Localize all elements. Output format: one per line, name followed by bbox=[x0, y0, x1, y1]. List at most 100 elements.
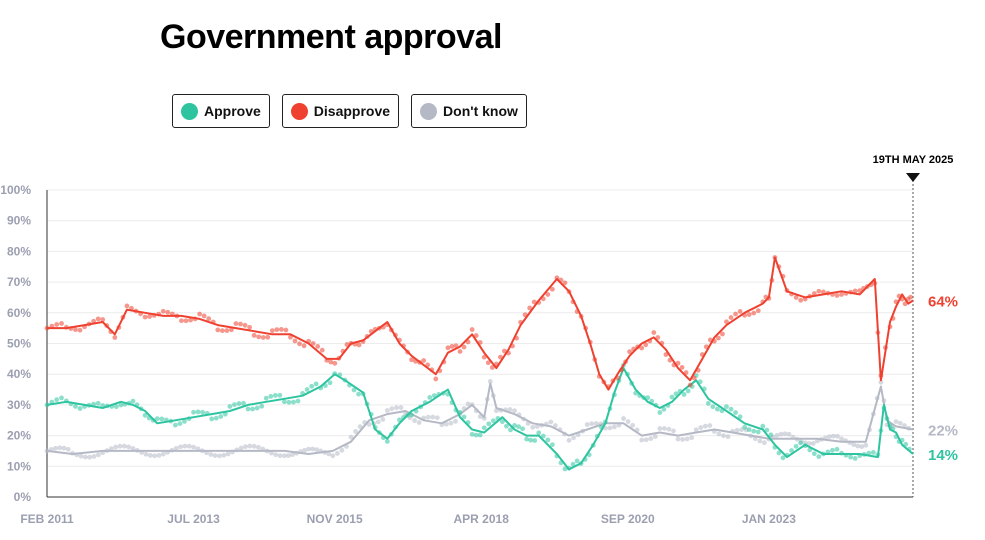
poll-point bbox=[562, 280, 568, 286]
poll-point bbox=[304, 387, 310, 392]
poll-point bbox=[820, 289, 826, 295]
poll-point bbox=[834, 293, 840, 298]
poll-point bbox=[59, 395, 64, 401]
poll-point bbox=[172, 422, 178, 428]
poll-point bbox=[487, 379, 493, 384]
poll-point bbox=[165, 309, 171, 315]
poll-point bbox=[584, 422, 590, 427]
poll-point bbox=[330, 453, 336, 459]
poll-point bbox=[108, 446, 114, 452]
poll-point bbox=[273, 452, 279, 458]
poll-point bbox=[852, 288, 858, 294]
poll-point bbox=[570, 461, 576, 467]
poll-point bbox=[612, 424, 617, 430]
poll-point bbox=[516, 424, 521, 430]
poll-point bbox=[95, 316, 101, 322]
poll-point bbox=[528, 437, 534, 443]
series-approve bbox=[44, 362, 914, 472]
poll-point bbox=[742, 424, 748, 430]
poll-point bbox=[908, 294, 913, 300]
poll-point bbox=[409, 412, 414, 418]
poll-point bbox=[675, 360, 681, 366]
legend-approve-label: Approve bbox=[204, 103, 261, 119]
poll-point bbox=[154, 416, 160, 422]
poll-point bbox=[870, 449, 876, 455]
poll-point bbox=[269, 328, 275, 334]
poll-point bbox=[310, 446, 316, 452]
poll-point bbox=[113, 444, 119, 450]
y-tick-label: 70% bbox=[7, 275, 31, 289]
poll-point bbox=[493, 408, 499, 414]
poll-point bbox=[733, 311, 738, 317]
legend-disapprove-toggle[interactable]: Disapprove bbox=[281, 94, 400, 128]
poll-point bbox=[639, 345, 645, 351]
poll-point bbox=[83, 454, 88, 460]
poll-point bbox=[662, 426, 667, 431]
series-line bbox=[47, 256, 914, 391]
poll-point bbox=[112, 335, 118, 340]
poll-point bbox=[251, 332, 257, 338]
poll-point bbox=[65, 446, 71, 452]
poll-point bbox=[746, 427, 752, 433]
y-tick-label: 40% bbox=[7, 367, 31, 381]
poll-point bbox=[357, 424, 363, 430]
poll-point bbox=[113, 404, 119, 410]
poll-point bbox=[309, 383, 315, 389]
poll-point bbox=[589, 421, 595, 427]
poll-point bbox=[251, 443, 257, 449]
poll-point bbox=[268, 393, 274, 399]
poll-point bbox=[816, 454, 822, 459]
poll-point bbox=[540, 433, 546, 439]
poll-point bbox=[663, 352, 669, 357]
poll-point bbox=[54, 397, 60, 403]
poll-point bbox=[897, 420, 903, 426]
poll-point bbox=[527, 305, 533, 311]
poll-point bbox=[238, 321, 243, 327]
poll-point bbox=[332, 360, 338, 366]
poll-point bbox=[675, 436, 681, 442]
poll-point bbox=[859, 444, 865, 450]
poll-point bbox=[177, 421, 183, 427]
poll-point bbox=[130, 398, 136, 404]
poll-point bbox=[806, 441, 812, 446]
poll-point bbox=[348, 434, 354, 440]
poll-point bbox=[443, 421, 449, 427]
poll-point bbox=[310, 341, 316, 346]
poll-point bbox=[183, 318, 189, 324]
date-marker-label: 19TH MAY 2025 bbox=[873, 154, 954, 166]
poll-point bbox=[326, 451, 332, 457]
poll-point bbox=[684, 436, 690, 442]
x-tick-label: SEP 2020 bbox=[601, 512, 655, 526]
poll-point bbox=[227, 404, 233, 409]
poll-point bbox=[434, 415, 440, 421]
poll-point bbox=[274, 327, 280, 333]
poll-point bbox=[469, 327, 475, 332]
legend-dont-know-toggle[interactable]: Don't know bbox=[411, 94, 527, 128]
poll-point bbox=[621, 416, 626, 421]
poll-point bbox=[714, 406, 720, 412]
poll-point bbox=[893, 419, 899, 424]
poll-point bbox=[290, 452, 295, 458]
poll-point bbox=[57, 445, 63, 451]
poll-point bbox=[549, 442, 555, 448]
poll-point bbox=[698, 425, 704, 430]
poll-point bbox=[689, 435, 695, 441]
poll-point bbox=[643, 437, 649, 443]
poll-point bbox=[301, 343, 307, 349]
poll-point bbox=[834, 446, 840, 452]
poll-point bbox=[292, 338, 298, 344]
y-tick-label: 10% bbox=[7, 459, 31, 473]
poll-point bbox=[693, 427, 699, 433]
y-tick-label: 20% bbox=[7, 429, 31, 443]
poll-point bbox=[283, 327, 289, 333]
end-value-label: 14% bbox=[928, 447, 958, 464]
x-tick-label: JUL 2013 bbox=[167, 512, 220, 526]
poll-point bbox=[260, 335, 266, 340]
legend-approve-toggle[interactable]: Approve bbox=[172, 94, 270, 128]
poll-point bbox=[746, 312, 752, 317]
y-tick-label: 90% bbox=[7, 214, 31, 228]
poll-point bbox=[142, 314, 148, 320]
poll-point bbox=[425, 414, 431, 420]
approve-swatch-icon bbox=[181, 102, 198, 120]
poll-point bbox=[757, 438, 763, 444]
